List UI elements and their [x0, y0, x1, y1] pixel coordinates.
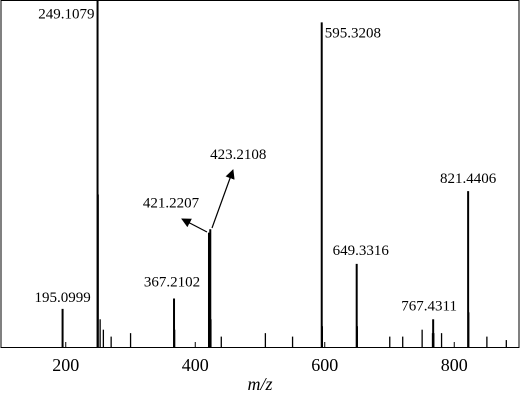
peak-label: 649.3316	[333, 243, 390, 259]
peak-label: 767.4311	[401, 298, 457, 314]
x-tick-label: 600	[311, 355, 338, 375]
x-tick-label: 800	[441, 355, 468, 375]
peak-label: 595.3208	[325, 25, 381, 41]
peak-label: 421.2207	[143, 196, 200, 212]
arrow	[181, 218, 208, 233]
peak-label: 821.4406	[440, 171, 497, 187]
x-axis-label: m/z	[247, 374, 272, 394]
peak-label: 195.0999	[34, 290, 90, 306]
peak-label: 249.1079	[38, 7, 94, 23]
plot-frame	[0, 0, 520, 348]
x-tick-label: 200	[52, 355, 79, 375]
peak-label: 367.2102	[144, 274, 200, 290]
x-tick-label: 400	[182, 355, 209, 375]
peak-label: 423.2108	[210, 147, 266, 163]
arrow	[211, 169, 235, 229]
